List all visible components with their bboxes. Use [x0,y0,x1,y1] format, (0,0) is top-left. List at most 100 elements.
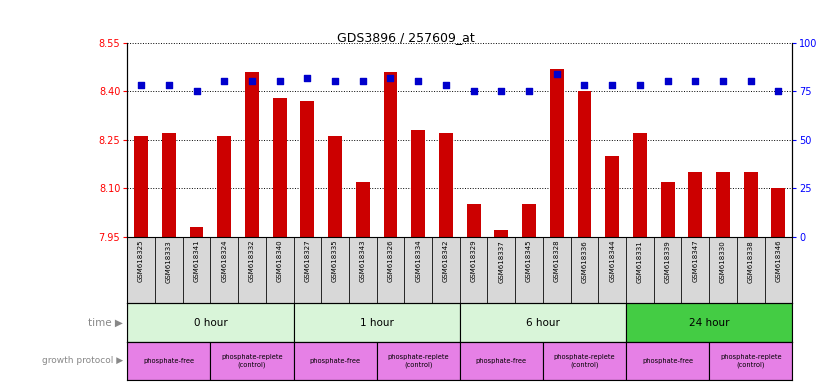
Bar [273,98,287,237]
Bar [210,342,294,380]
Bar [716,172,730,237]
Point [661,78,674,84]
Text: 1 hour: 1 hour [360,318,393,328]
Bar [404,237,432,303]
Bar [432,237,460,303]
Point [328,78,342,84]
Point [744,78,757,84]
Point [218,78,231,84]
Text: GSM618337: GSM618337 [498,240,504,283]
Text: GSM618324: GSM618324 [221,240,227,282]
Bar [210,237,238,303]
Bar [127,237,155,303]
Bar [300,101,314,237]
Bar [238,237,266,303]
Point [633,82,646,88]
Bar [522,204,536,237]
Bar [294,342,377,380]
Bar [162,133,176,237]
Bar [626,342,709,380]
Text: GSM618327: GSM618327 [305,240,310,283]
Text: GSM618325: GSM618325 [138,240,144,282]
Text: GDS3896 / 257609_at: GDS3896 / 257609_at [337,31,475,44]
Point [163,82,176,88]
Text: GSM618334: GSM618334 [415,240,421,283]
Bar [355,182,369,237]
Bar [266,237,294,303]
Text: phosphate-replete
(control): phosphate-replete (control) [221,354,282,368]
Bar [460,342,543,380]
Point [135,82,148,88]
Text: phosphate-replete
(control): phosphate-replete (control) [720,354,782,368]
Bar [466,204,480,237]
Bar [543,237,571,303]
Text: phosphate-free: phosphate-free [642,358,693,364]
Text: phosphate-free: phosphate-free [475,358,527,364]
Bar [661,182,675,237]
Bar [294,237,321,303]
Bar [764,237,792,303]
Text: GSM618328: GSM618328 [553,240,560,283]
Text: GSM618341: GSM618341 [194,240,200,283]
Point [717,78,730,84]
Text: GSM618330: GSM618330 [720,240,726,283]
Point [190,88,203,94]
Text: phosphate-replete
(control): phosphate-replete (control) [553,354,615,368]
Text: GSM618336: GSM618336 [581,240,588,283]
Text: GSM618339: GSM618339 [664,240,671,283]
Point [245,78,259,84]
Point [467,88,480,94]
Bar [626,237,654,303]
Text: GSM618340: GSM618340 [277,240,282,283]
Bar [605,156,619,237]
Text: phosphate-free: phosphate-free [310,358,360,364]
Text: 6 hour: 6 hour [526,318,560,328]
Text: GSM618338: GSM618338 [748,240,754,283]
Bar [654,237,681,303]
Bar [439,133,453,237]
Text: phosphate-free: phosphate-free [143,358,195,364]
Point [522,88,535,94]
Bar [182,237,210,303]
Bar [349,237,377,303]
Point [550,71,563,77]
Text: GSM618343: GSM618343 [360,240,366,283]
Point [273,78,287,84]
Bar [190,227,204,237]
Point [689,78,702,84]
Text: growth protocol ▶: growth protocol ▶ [42,356,123,366]
Bar [494,230,508,237]
Bar [383,72,397,237]
Bar [294,303,460,342]
Bar [550,69,564,237]
Text: GSM618347: GSM618347 [692,240,699,283]
Bar [681,237,709,303]
Bar [377,237,404,303]
Bar [488,237,516,303]
Text: GSM618326: GSM618326 [388,240,393,283]
Point [300,74,314,81]
Text: GSM618332: GSM618332 [249,240,255,283]
Bar [321,237,349,303]
Bar [516,237,543,303]
Bar [245,72,259,237]
Point [356,78,369,84]
Bar [377,342,460,380]
Bar [543,342,626,380]
Bar [127,303,294,342]
Text: GSM618333: GSM618333 [166,240,172,283]
Text: time ▶: time ▶ [89,318,123,328]
Point [606,82,619,88]
Bar [460,303,626,342]
Bar [688,172,702,237]
Bar [709,342,792,380]
Point [439,82,452,88]
Bar [744,172,758,237]
Bar [577,91,591,237]
Text: GSM618335: GSM618335 [332,240,338,283]
Bar [599,237,626,303]
Bar [328,136,342,237]
Bar [460,237,488,303]
Point [578,82,591,88]
Text: GSM618344: GSM618344 [609,240,615,282]
